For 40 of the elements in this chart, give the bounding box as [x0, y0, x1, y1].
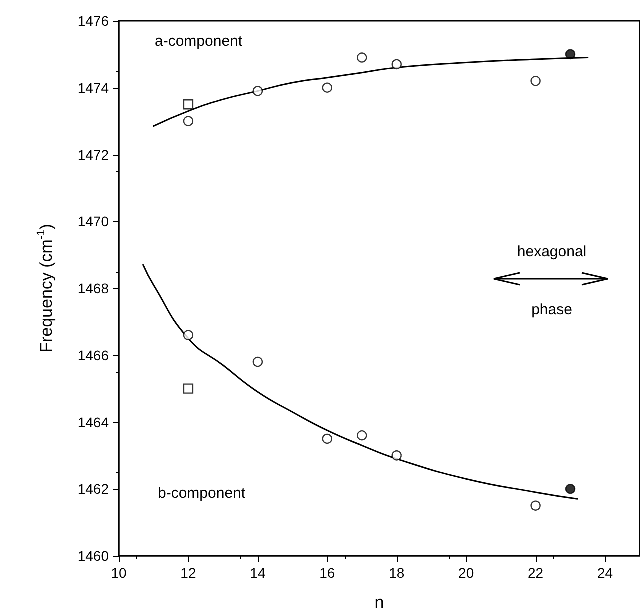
point: [252, 86, 264, 96]
x-tick-label: 12: [180, 565, 196, 581]
y-tick-label: 1470: [78, 214, 110, 230]
point: [392, 59, 402, 70]
point: [357, 52, 368, 63]
point: [322, 82, 332, 93]
annotation: phase: [532, 302, 572, 318]
line-series: [142, 264, 578, 500]
x-tick-label: 14: [250, 565, 266, 581]
x-tick-label: 18: [389, 565, 405, 581]
point: [183, 330, 194, 340]
y-tick-label: 1460: [78, 548, 110, 564]
point: [183, 99, 194, 110]
y-tick-label: 1474: [78, 80, 110, 96]
y-tick-label: 1468: [78, 280, 110, 296]
point: [322, 434, 332, 444]
point: [565, 484, 576, 494]
y-tick-label: 1466: [78, 347, 110, 364]
annotation: hexagonal: [517, 244, 587, 261]
point: [252, 356, 264, 368]
x-axis-title: n: [374, 593, 384, 612]
x-tick-label: 24: [597, 565, 614, 581]
point: [530, 76, 541, 86]
y-tick-label: 1476: [78, 13, 110, 29]
annotation: b-component: [158, 485, 246, 502]
x-tick-label: 10: [111, 565, 127, 581]
point: [183, 384, 194, 394]
y-axis-title: Frequency (cm-1): [36, 224, 56, 353]
point: [565, 49, 576, 60]
y-tick-label: 1462: [78, 481, 110, 498]
y-tick-label: 1472: [78, 146, 110, 163]
x-tick-label: 16: [320, 565, 336, 581]
annotation: a-component: [155, 32, 244, 50]
point: [530, 500, 541, 511]
point: [183, 116, 194, 126]
y-tick-label: 1464: [78, 414, 110, 430]
point: [392, 450, 402, 461]
point: [357, 430, 368, 441]
x-tick-label: 20: [458, 565, 474, 581]
x-tick-label: 22: [528, 565, 544, 581]
